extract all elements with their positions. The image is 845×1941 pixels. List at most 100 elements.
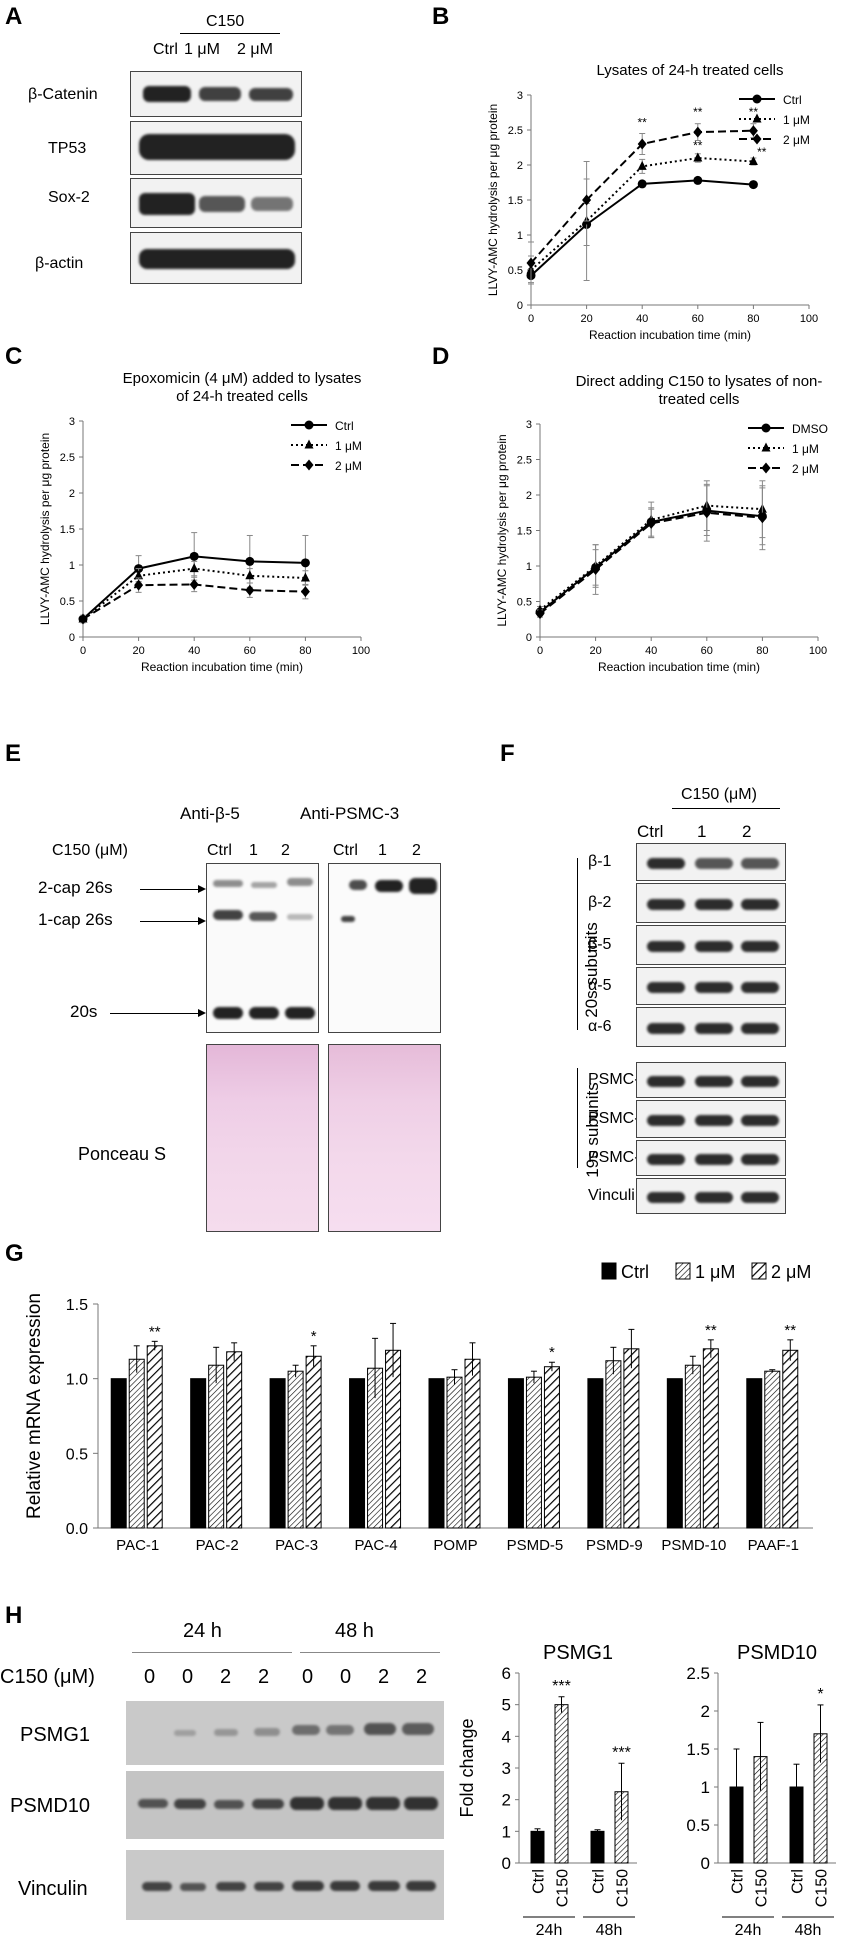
panel-a-row-label: TP53 [48, 140, 87, 157]
y-tick-label: 1.5 [517, 526, 532, 538]
x-tick-label: 40 [645, 645, 657, 657]
data-point [300, 558, 310, 568]
x-tick-label: 40 [636, 313, 648, 325]
y-tick-label: 1 [69, 560, 75, 572]
legend-swatch [675, 1262, 691, 1280]
category-label: PAC-1 [116, 1537, 159, 1554]
bar [190, 1378, 207, 1529]
arrow-2-cap [140, 889, 202, 890]
data-point [693, 175, 703, 185]
bar [507, 1378, 524, 1529]
category-label: C150 [814, 1869, 831, 1907]
significance-mark: ** [638, 116, 648, 130]
panel-a-lane-label: 1 μM [184, 41, 220, 58]
panel-e-lane-label: Ctrl [207, 842, 232, 859]
y-tick-label: 2 [69, 488, 75, 500]
category-label: Ctrl [790, 1869, 807, 1894]
panel-f-lane-label: Ctrl [637, 822, 664, 841]
panel-e-antibody-label: Anti-β-5 [180, 804, 240, 823]
band-label-20s: 20s [70, 1002, 98, 1021]
bar [269, 1378, 286, 1529]
significance-mark: *** [612, 1744, 631, 1761]
data-point [78, 614, 88, 624]
data-point [78, 613, 88, 623]
blot-anti-psmc-3 [328, 863, 441, 1033]
data-point [245, 570, 255, 580]
legend-marker [752, 94, 762, 104]
y-tick-label: 3 [69, 416, 75, 428]
y-axis-label: Fold change [457, 1718, 477, 1817]
bar [684, 1364, 701, 1529]
significance-mark: ** [693, 139, 703, 153]
group-label-19s: 19s subunits [583, 1082, 602, 1178]
ponceau-stain-2 [328, 1044, 441, 1232]
bar [208, 1364, 225, 1529]
y-tick-label: 1.5 [686, 1740, 710, 1759]
panel-e-lane-label: Ctrl [333, 842, 358, 859]
group-label-20s: 20s subunits [582, 922, 601, 1018]
panel-f-lane-label: 1 [697, 822, 707, 841]
significance-mark: * [549, 1344, 555, 1361]
data-point [300, 572, 310, 582]
data-point [646, 514, 656, 524]
blot-beta-catenin [130, 71, 302, 117]
panel-letter-a: A [5, 3, 23, 30]
y-tick-label: 0.5 [508, 265, 523, 277]
panel-f-row-label: PSMC-3 [588, 1110, 649, 1127]
y-tick-label: 2 [526, 490, 532, 502]
panel-f-blot-vinculin [636, 1178, 786, 1214]
bar [702, 1348, 719, 1529]
category-label: Ctrl [591, 1869, 608, 1894]
data-point [637, 138, 647, 150]
significance-mark: ** [749, 105, 759, 119]
y-tick-label: 0 [517, 300, 523, 312]
bar [729, 1786, 744, 1864]
bar [110, 1378, 127, 1529]
data-point [591, 560, 601, 570]
panel-h-treatment-label: C150 (μM) [0, 1666, 95, 1688]
data-point [189, 563, 199, 573]
y-tick-label: 1 [701, 1778, 710, 1797]
x-tick-label: 80 [756, 645, 768, 657]
legend-label: 2 μM [335, 459, 362, 473]
y-tick-label: 0.5 [60, 596, 75, 608]
legend-label: Ctrl [783, 93, 802, 107]
time-label-48h: 48 h [335, 1620, 374, 1642]
panel-a-row-label: β-actin [35, 255, 84, 272]
panel-h-row-label: Vinculin [18, 1878, 88, 1900]
legend-label: 1 μM [783, 113, 810, 127]
group-bracket-19s [577, 1068, 578, 1168]
bar [305, 1355, 322, 1529]
bar [525, 1376, 542, 1529]
panel-h-lane-label: 2 [416, 1666, 428, 1688]
panel-f-row-label: α-5 [588, 977, 612, 994]
data-point [134, 579, 144, 591]
legend-label: Ctrl [335, 419, 354, 433]
category-label: PSMD-9 [586, 1537, 643, 1554]
series-line [539, 511, 763, 615]
data-point [702, 507, 712, 519]
legend-label: 2 μM [783, 133, 810, 147]
legend-label: 2 μM [792, 462, 819, 476]
bar [464, 1358, 481, 1529]
significance-mark: *** [552, 1678, 571, 1695]
y-tick-label: 1.5 [508, 195, 523, 207]
y-tick-label: 2.5 [686, 1664, 710, 1683]
category-label: C150 [555, 1869, 572, 1907]
legend-marker [304, 420, 314, 430]
x-tick-label: 20 [132, 645, 144, 657]
bar [287, 1370, 304, 1529]
panel-h-lane-label: 0 [182, 1666, 194, 1688]
arrow-head [198, 1009, 206, 1017]
y-tick-label: 0 [701, 1854, 710, 1873]
y-tick-label: 1.5 [66, 1297, 88, 1314]
y-tick-label: 6 [502, 1664, 511, 1683]
y-tick-label: 1 [517, 230, 523, 242]
significance-mark: ** [705, 1322, 717, 1339]
significance-mark: * [311, 1328, 317, 1345]
data-point [702, 500, 712, 510]
panel-e-antibody-label: Anti-PSMC-3 [300, 804, 400, 823]
group-label: 24h [735, 1922, 762, 1939]
data-point [582, 194, 592, 206]
bar [428, 1378, 445, 1529]
